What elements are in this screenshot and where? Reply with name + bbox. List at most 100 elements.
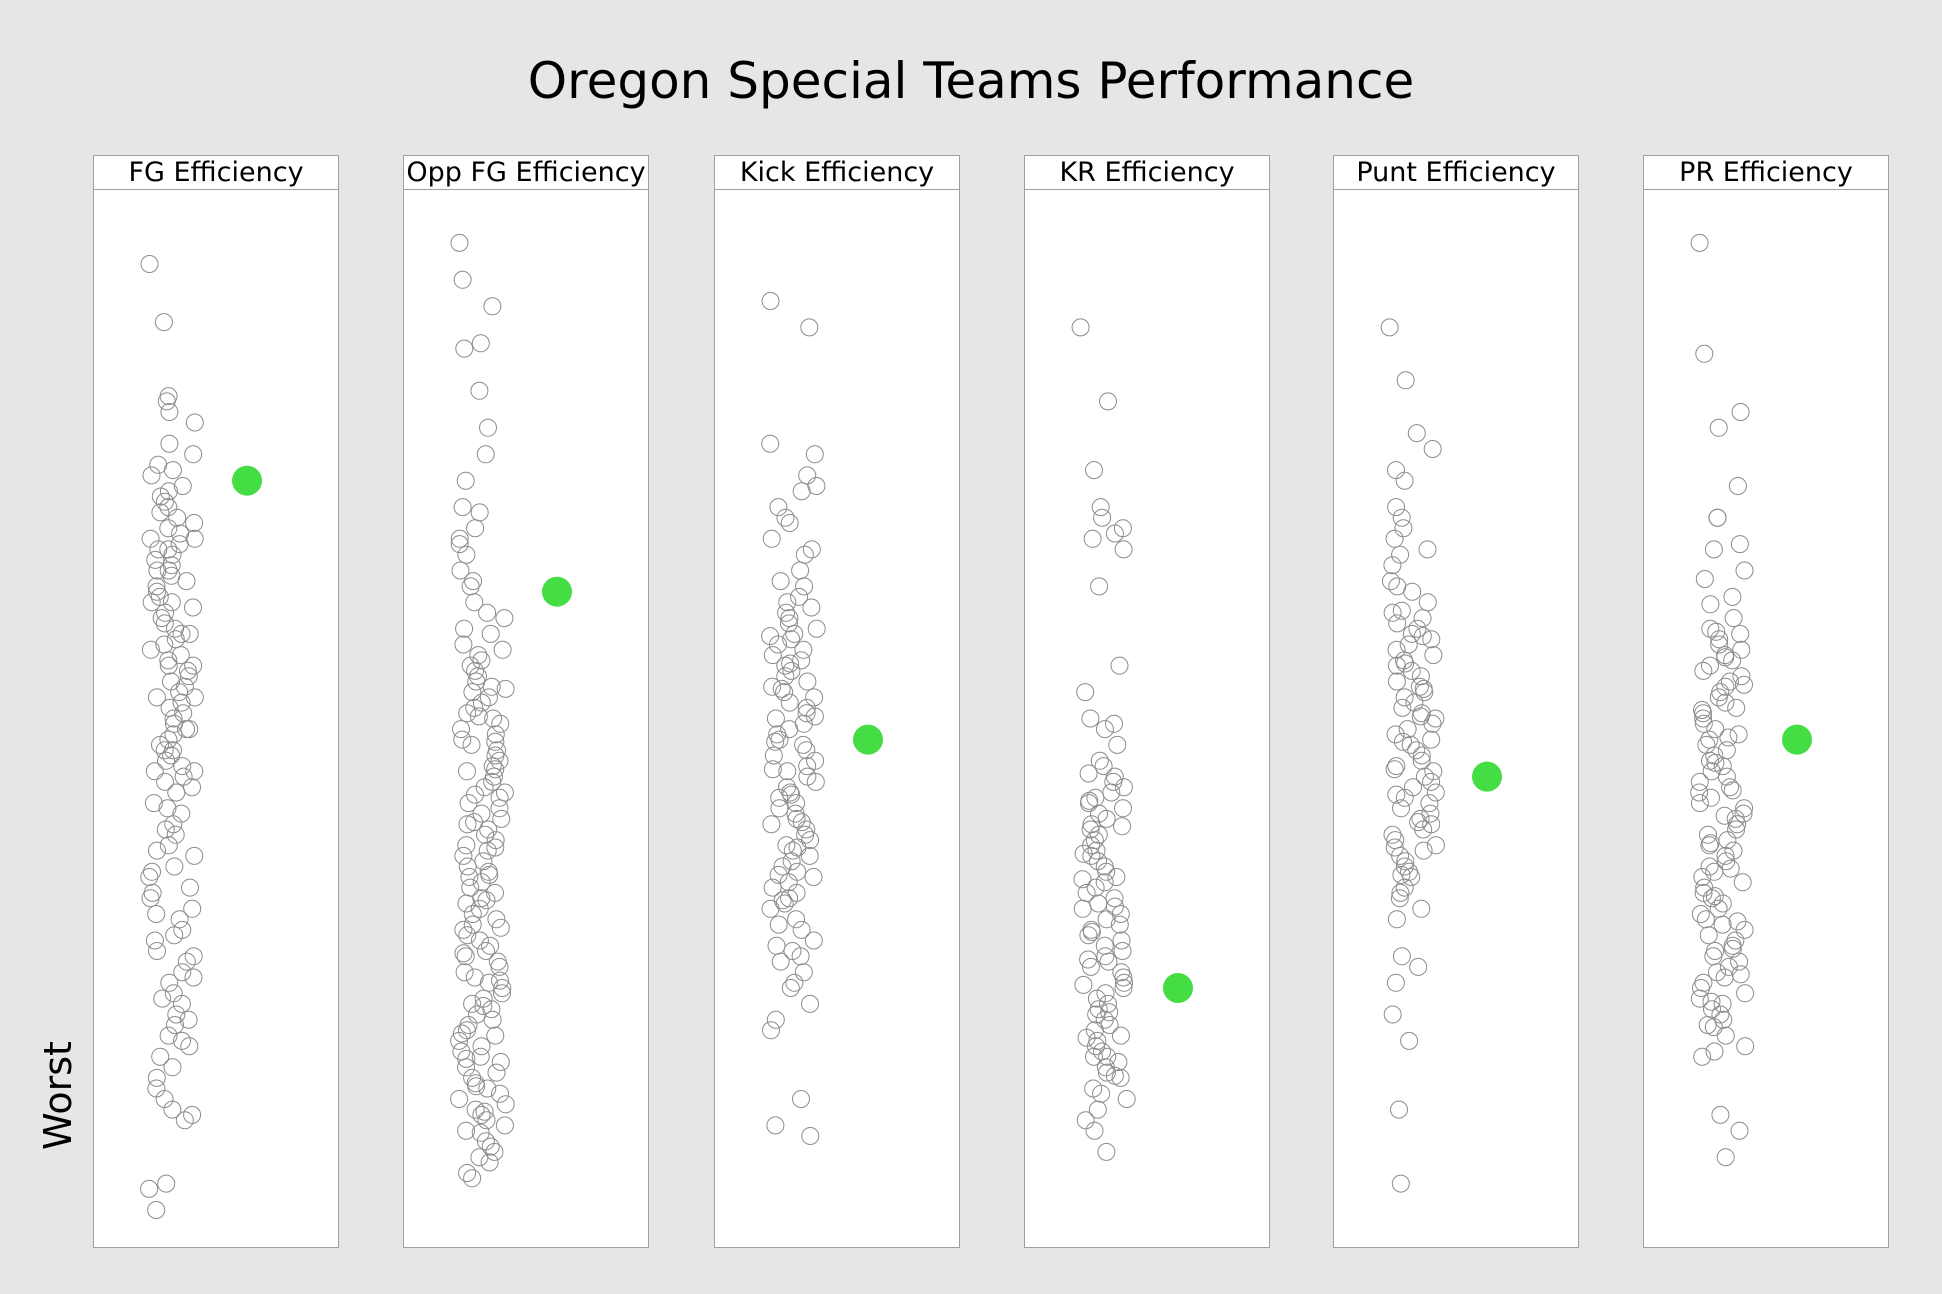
team-point: [1092, 1084, 1111, 1103]
team-point: [787, 809, 806, 828]
team-point: [469, 646, 488, 665]
team-point: [149, 540, 168, 559]
team-point: [485, 1142, 504, 1161]
team-point: [804, 931, 823, 950]
team-point: [486, 725, 505, 744]
team-point: [481, 1137, 500, 1156]
team-point: [486, 760, 505, 779]
team-point: [1097, 809, 1116, 828]
team-point: [163, 1100, 182, 1119]
team-point: [478, 1079, 497, 1098]
team-point: [1387, 640, 1406, 659]
panel-4: Punt Efficiency: [1333, 155, 1579, 1248]
panel-title: FG Efficiency: [94, 156, 338, 190]
team-point: [762, 1021, 780, 1040]
team-point: [787, 910, 806, 929]
team-point: [802, 540, 821, 559]
team-point: [1422, 772, 1441, 791]
team-point: [492, 809, 511, 828]
team-point: [491, 971, 509, 990]
team-point: [1386, 831, 1405, 850]
team-point: [769, 865, 788, 884]
team-point: [174, 704, 193, 723]
team-point: [1091, 498, 1110, 517]
team-point: [147, 1201, 166, 1219]
team-point: [1705, 1042, 1724, 1061]
oregon-point: [1163, 973, 1193, 1003]
team-point: [151, 503, 170, 522]
team-point: [482, 1000, 501, 1019]
team-point: [1733, 873, 1752, 892]
team-point: [153, 989, 172, 1008]
team-point: [166, 1016, 184, 1034]
team-point: [1076, 1111, 1095, 1130]
team-point: [183, 899, 202, 918]
panel-plot-area: [94, 190, 338, 1247]
team-point: [1111, 1026, 1130, 1045]
team-point: [454, 635, 473, 654]
team-point: [479, 418, 497, 437]
team-point: [1411, 809, 1430, 828]
team-point: [1076, 683, 1095, 702]
team-point: [160, 403, 179, 421]
team-point: [1694, 661, 1713, 680]
team-point: [792, 813, 811, 832]
team-point: [471, 1123, 490, 1142]
team-point: [177, 952, 196, 971]
team-point: [1085, 1047, 1103, 1066]
team-point: [800, 846, 819, 865]
team-point: [491, 1084, 509, 1103]
team-point: [482, 677, 501, 696]
team-point: [1396, 371, 1415, 390]
team-point: [1706, 720, 1725, 739]
team-point: [1418, 540, 1437, 559]
team-point: [486, 838, 505, 857]
panel-5: PR Efficiency: [1643, 155, 1889, 1248]
team-point: [1716, 846, 1735, 865]
team-point: [804, 868, 823, 886]
team-point: [1395, 878, 1414, 897]
team-point: [1392, 601, 1411, 620]
team-point: [1089, 894, 1108, 913]
team-point: [450, 233, 469, 252]
team-point: [763, 878, 782, 897]
team-point: [767, 936, 786, 955]
team-point: [173, 1031, 191, 1050]
team-point: [769, 498, 788, 517]
team-point: [162, 672, 180, 691]
team-point: [1723, 936, 1742, 955]
team-point: [148, 942, 166, 960]
team-point: [147, 1068, 166, 1087]
team-point: [453, 730, 472, 749]
team-point: [460, 868, 479, 886]
team-point: [465, 698, 484, 717]
team-point: [1699, 825, 1717, 844]
team-point: [450, 1090, 469, 1108]
team-point: [1095, 936, 1114, 955]
team-point: [1391, 545, 1410, 564]
team-point: [1415, 767, 1434, 786]
team-point: [1426, 783, 1445, 802]
team-point: [141, 640, 160, 659]
team-point: [1705, 887, 1724, 906]
team-point: [178, 661, 197, 680]
team-point: [1112, 931, 1131, 950]
team-point: [140, 255, 159, 273]
team-point: [458, 815, 477, 834]
team-point: [1093, 508, 1112, 527]
team-point: [807, 619, 826, 638]
team-point: [1074, 975, 1093, 994]
team-point: [185, 514, 204, 532]
team-point: [1426, 709, 1445, 728]
team-point: [466, 519, 485, 538]
team-point: [454, 944, 473, 963]
team-point: [1081, 709, 1100, 728]
team-point: [780, 693, 799, 712]
team-point: [472, 873, 491, 892]
team-point: [461, 656, 480, 675]
team-point: [791, 561, 810, 580]
team-point: [159, 561, 178, 580]
panel-1: Opp FG Efficiency: [403, 155, 649, 1248]
team-point: [145, 931, 164, 950]
team-point: [173, 477, 192, 495]
